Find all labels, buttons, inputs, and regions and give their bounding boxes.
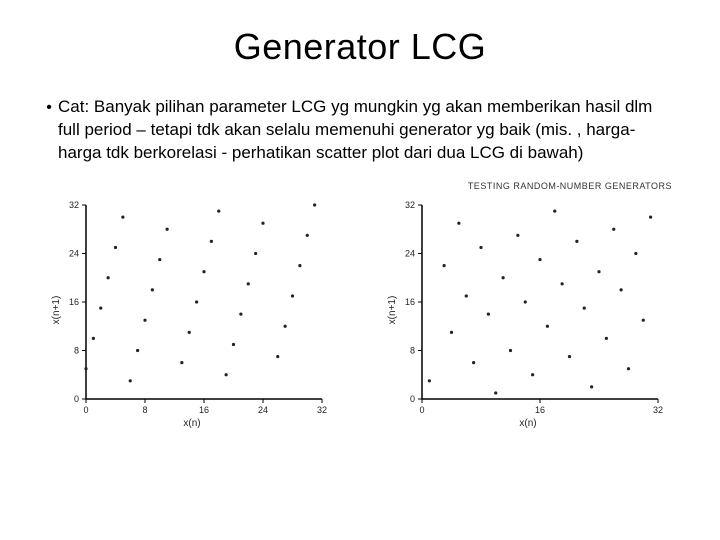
slide: Generator LCG • Cat: Banyak pilihan para… bbox=[0, 0, 720, 540]
svg-text:32: 32 bbox=[317, 405, 327, 415]
scatter-svg-left: 0 8 16 24 32 0 8 16 24 32 bbox=[52, 195, 332, 425]
scatter-plot-left: x(n+1) 0816243208162432 x(n) bbox=[52, 195, 332, 425]
bullet-item: • Cat: Banyak pilihan parameter LCG yg m… bbox=[40, 96, 674, 165]
svg-text:32: 32 bbox=[653, 405, 663, 415]
svg-text:16: 16 bbox=[199, 405, 209, 415]
svg-text:32: 32 bbox=[405, 200, 415, 210]
ylabel-right: x(n+1) bbox=[387, 296, 398, 325]
svg-text:32: 32 bbox=[69, 200, 79, 210]
xlabel-left: x(n) bbox=[183, 418, 200, 429]
scatter-svg-right: 0 8 16 24 32 0 16 32 bbox=[388, 195, 668, 425]
svg-text:24: 24 bbox=[405, 248, 415, 258]
svg-text:8: 8 bbox=[410, 345, 415, 355]
svg-text:8: 8 bbox=[74, 345, 79, 355]
plot-header-right: TESTING RANDOM-NUMBER GENERATORS bbox=[468, 181, 672, 191]
svg-text:0: 0 bbox=[410, 394, 415, 404]
svg-text:16: 16 bbox=[69, 297, 79, 307]
plots-row: x(n+1) 0816243208162432 x(n) TESTING RAN… bbox=[46, 195, 674, 425]
svg-text:24: 24 bbox=[258, 405, 268, 415]
svg-text:0: 0 bbox=[419, 405, 424, 415]
svg-text:16: 16 bbox=[405, 297, 415, 307]
xlabel-right: x(n) bbox=[519, 418, 536, 429]
bullet-marker: • bbox=[40, 96, 58, 119]
ylabel-left: x(n+1) bbox=[51, 296, 62, 325]
svg-text:0: 0 bbox=[74, 394, 79, 404]
svg-text:16: 16 bbox=[535, 405, 545, 415]
slide-title: Generator LCG bbox=[46, 26, 674, 68]
svg-text:24: 24 bbox=[69, 248, 79, 258]
svg-text:8: 8 bbox=[142, 405, 147, 415]
bullet-text: Cat: Banyak pilihan parameter LCG yg mun… bbox=[58, 96, 674, 165]
svg-text:0: 0 bbox=[83, 405, 88, 415]
scatter-plot-right: TESTING RANDOM-NUMBER GENERATORS x(n+1) … bbox=[388, 195, 668, 425]
